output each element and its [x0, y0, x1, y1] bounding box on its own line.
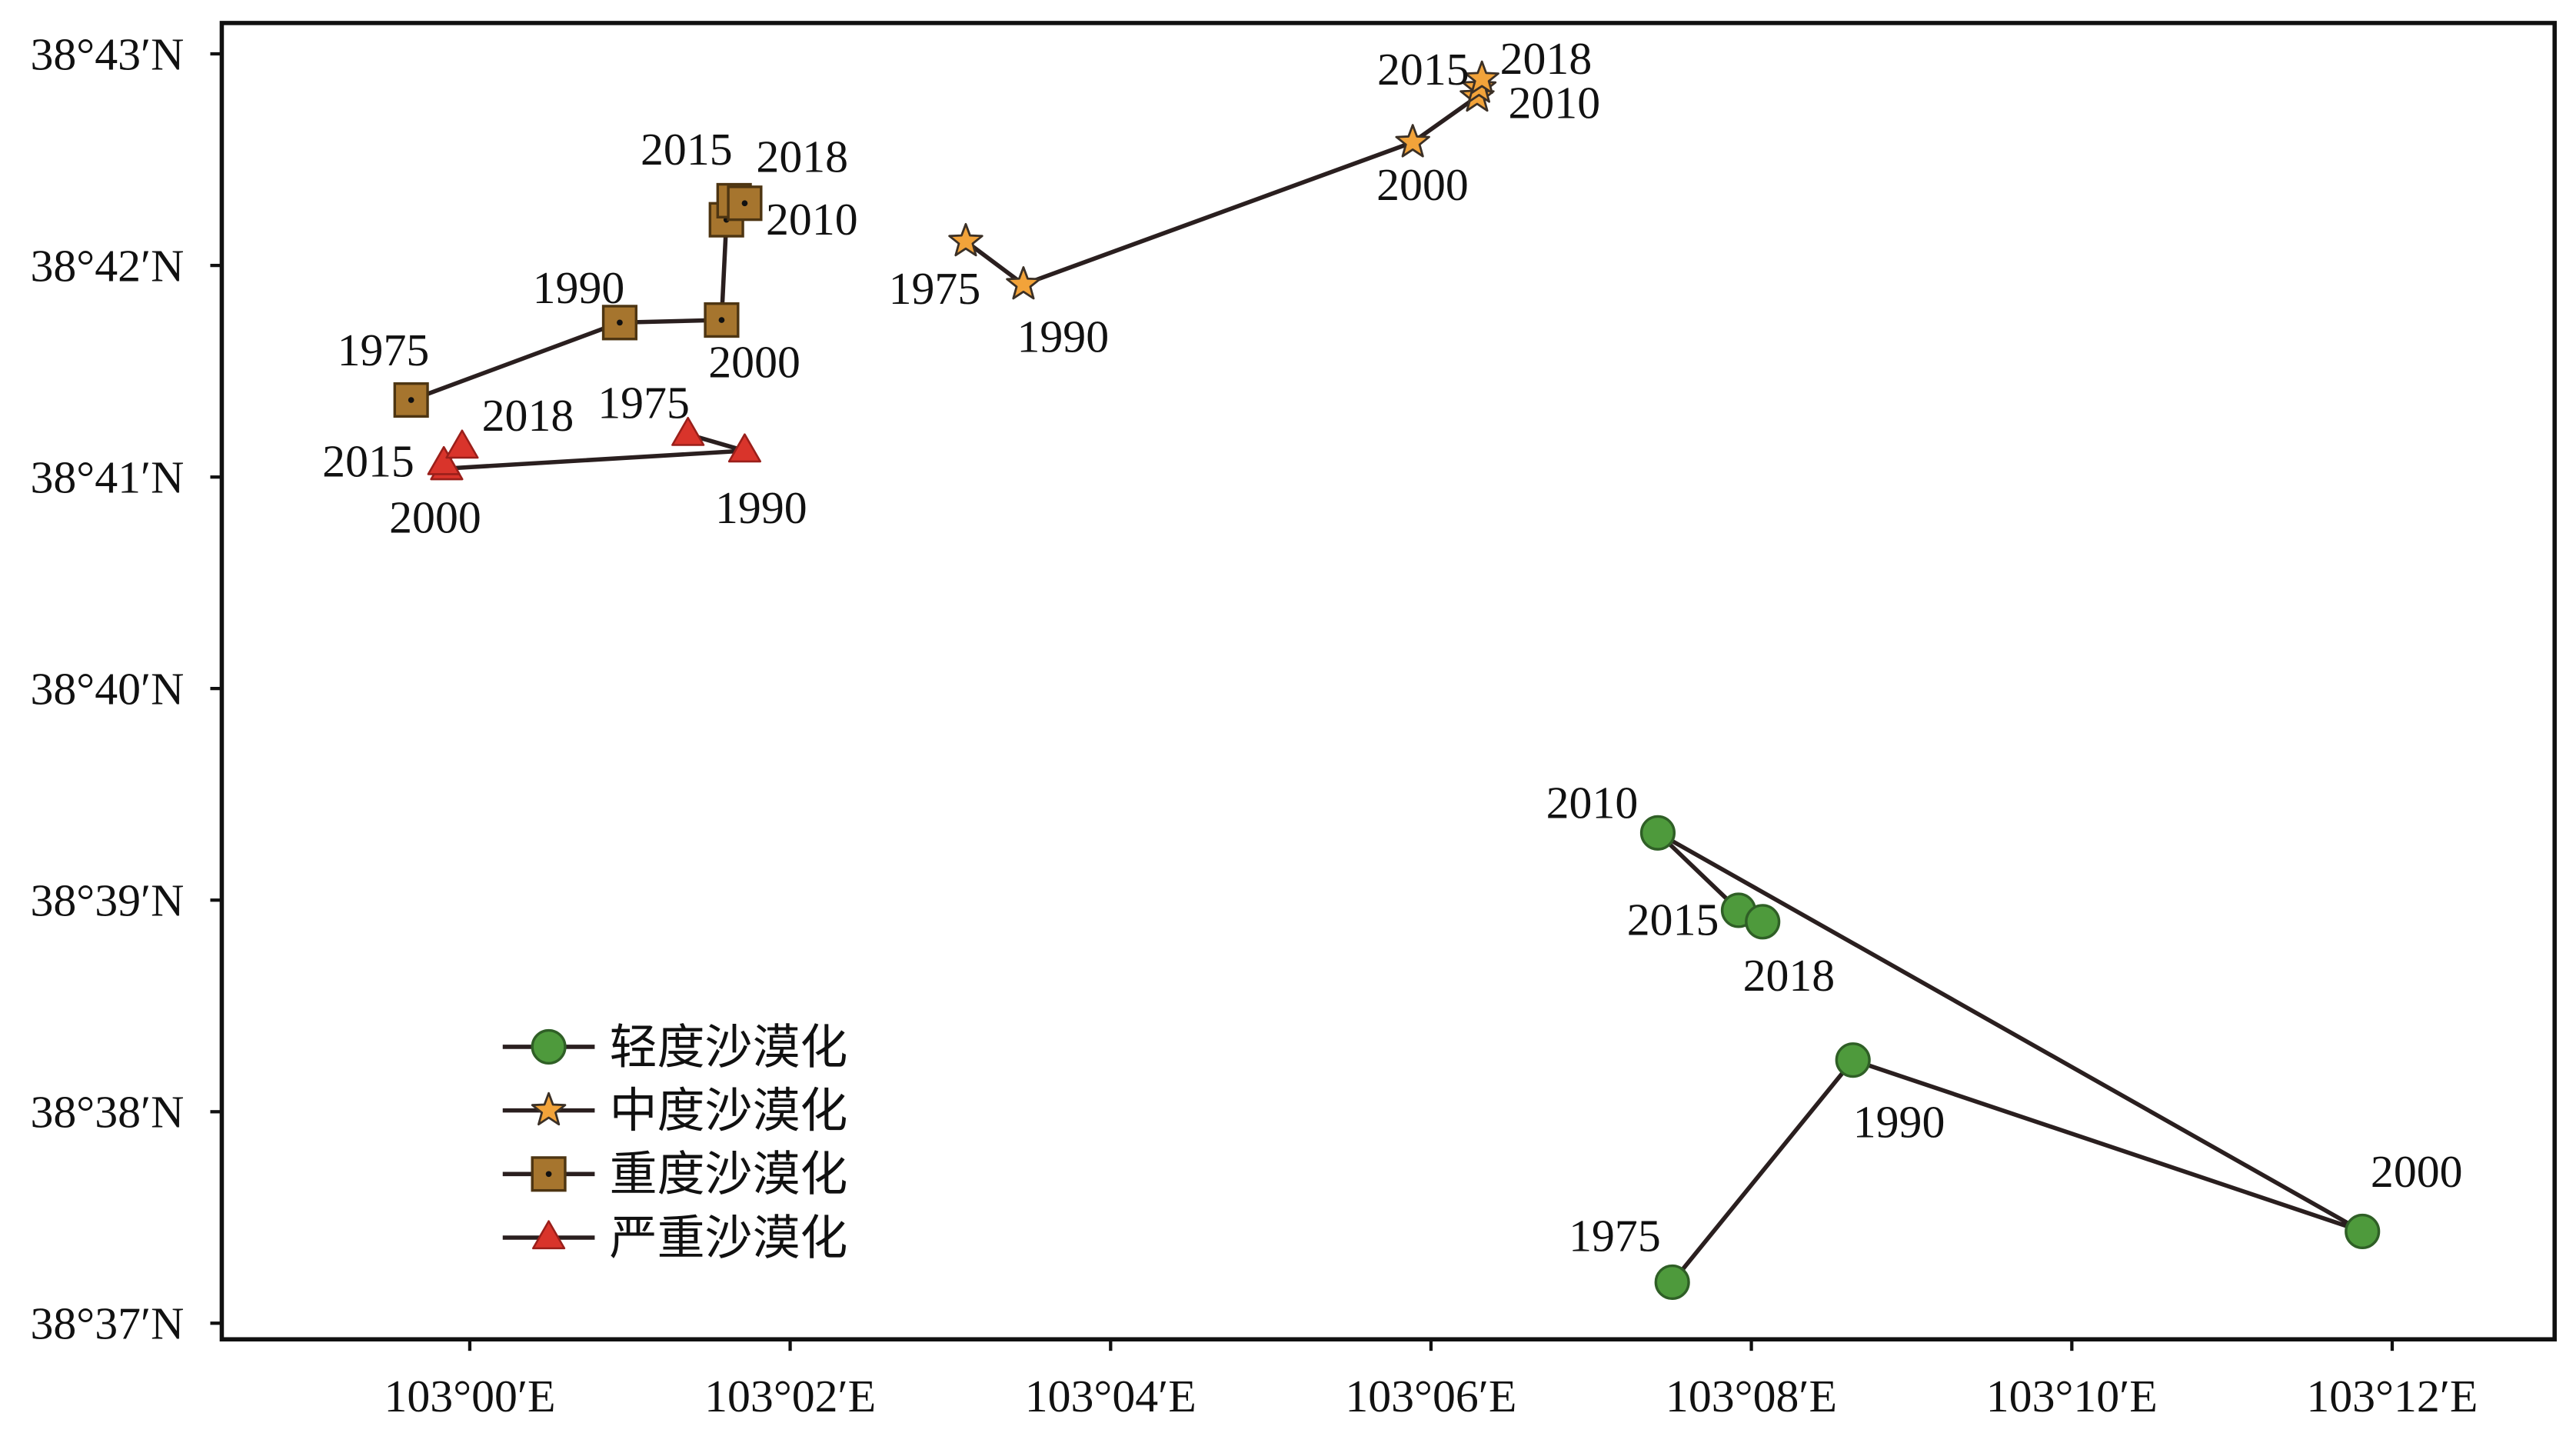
year-label: 1975	[338, 325, 430, 375]
year-label: 2015	[1627, 894, 1719, 945]
square-marker-dot	[741, 200, 748, 207]
year-label: 1990	[1853, 1097, 1945, 1148]
year-label: 2010	[1509, 77, 1601, 128]
x-tick-label: 103°08′E	[1666, 1371, 1837, 1421]
year-label: 2000	[2371, 1146, 2463, 1197]
y-tick-label: 38°42′N	[30, 240, 184, 291]
y-tick-label: 38°39′N	[30, 875, 184, 925]
plot-area: 1975 1990 2000 2010 2015 2018 1975 1990 2000 2010…	[322, 33, 2463, 1301]
circle-marker-1975	[1654, 1264, 1690, 1301]
x-tick-label: 103°02′E	[704, 1371, 876, 1421]
year-label: 2015	[1377, 44, 1469, 95]
star-marker-2018	[1464, 60, 1499, 95]
star-marker-2000	[1395, 124, 1430, 158]
year-label: 1975	[889, 263, 981, 314]
legend-circle-icon	[531, 1028, 567, 1065]
legend-triangle-icon	[532, 1220, 566, 1250]
year-label: 2018	[1500, 33, 1593, 84]
x-tick-label: 103°12′E	[2306, 1371, 2478, 1421]
square-marker-dot	[718, 317, 725, 323]
circle-marker-1990	[1835, 1042, 1871, 1078]
triangle-marker-2015	[427, 445, 461, 475]
legend-label: 中度沙漠化	[610, 1085, 848, 1138]
square-marker-dot	[545, 1171, 552, 1178]
year-label: 2000	[1376, 159, 1469, 210]
legend-entry: 严重沙漠化	[502, 1212, 848, 1265]
triangle-marker-1990	[727, 433, 762, 463]
y-tick-label: 38°43′N	[30, 28, 184, 79]
year-label: 2000	[708, 337, 800, 388]
year-label: 2000	[389, 492, 481, 542]
trajectory-markers	[393, 60, 2381, 1301]
year-label: 1975	[597, 377, 690, 428]
legend-entry: 重度沙漠化	[502, 1149, 848, 1201]
year-label: 2010	[766, 194, 858, 245]
year-label: 2018	[756, 132, 848, 182]
plot-frame	[219, 21, 2557, 1341]
circle-marker-2018	[1745, 904, 1781, 940]
year-label: 2015	[641, 124, 733, 175]
square-marker-dot	[617, 319, 623, 326]
y-tick-label: 38°40′N	[30, 663, 184, 714]
year-labels: 1975 1990 2000 2010 2015 2018 1975 1990 2000 2010…	[322, 33, 2462, 1261]
square-marker-dot	[408, 397, 414, 403]
legend-entry: 中度沙漠化	[502, 1085, 848, 1138]
circle-marker-2000	[2345, 1213, 2381, 1250]
year-label: 2010	[1546, 778, 1639, 828]
triangle-marker-2018	[445, 429, 479, 459]
triangle-marker-1975	[671, 416, 705, 446]
square-marker-2018	[727, 185, 763, 222]
year-label: 2018	[482, 390, 574, 441]
x-tick-label: 103°06′E	[1345, 1371, 1516, 1421]
legend-label: 重度沙漠化	[610, 1149, 848, 1201]
x-tick-label: 103°00′E	[384, 1371, 555, 1421]
legend-label: 严重沙漠化	[610, 1212, 848, 1265]
legend-square-icon	[531, 1156, 567, 1192]
legend-entry: 轻度沙漠化	[502, 1021, 848, 1074]
circle-marker-2010	[1639, 815, 1676, 851]
x-tick-label: 103°04′E	[1025, 1371, 1196, 1421]
year-label: 2018	[1743, 950, 1835, 1001]
year-label: 2015	[322, 436, 414, 487]
x-axis: 103°00′E 103°02′E 103°04′E 103°06′E 103°08′E…	[384, 1339, 2478, 1421]
legend-star-icon	[531, 1091, 567, 1126]
y-tick-label: 38°41′N	[30, 452, 184, 503]
x-tick-label: 103°10′E	[1986, 1371, 2158, 1421]
star-marker-1990	[1006, 266, 1041, 300]
year-label: 1990	[533, 262, 625, 313]
year-label: 1975	[1569, 1210, 1661, 1261]
square-marker-1975	[393, 382, 429, 418]
star-marker-1975	[948, 222, 983, 257]
year-label: 1990	[715, 482, 807, 533]
square-marker-body	[704, 302, 740, 338]
y-axis: 38°37′N 38°38′N 38°39′N 38°40′N 38°41′N 38°42…	[30, 28, 222, 1349]
year-label: 1990	[1017, 311, 1109, 362]
y-tick-label: 38°37′N	[30, 1298, 184, 1349]
legend-label: 轻度沙漠化	[610, 1021, 848, 1074]
y-tick-label: 38°38′N	[30, 1087, 184, 1138]
square-marker-1990	[601, 305, 638, 341]
square-marker-2000	[704, 302, 740, 338]
